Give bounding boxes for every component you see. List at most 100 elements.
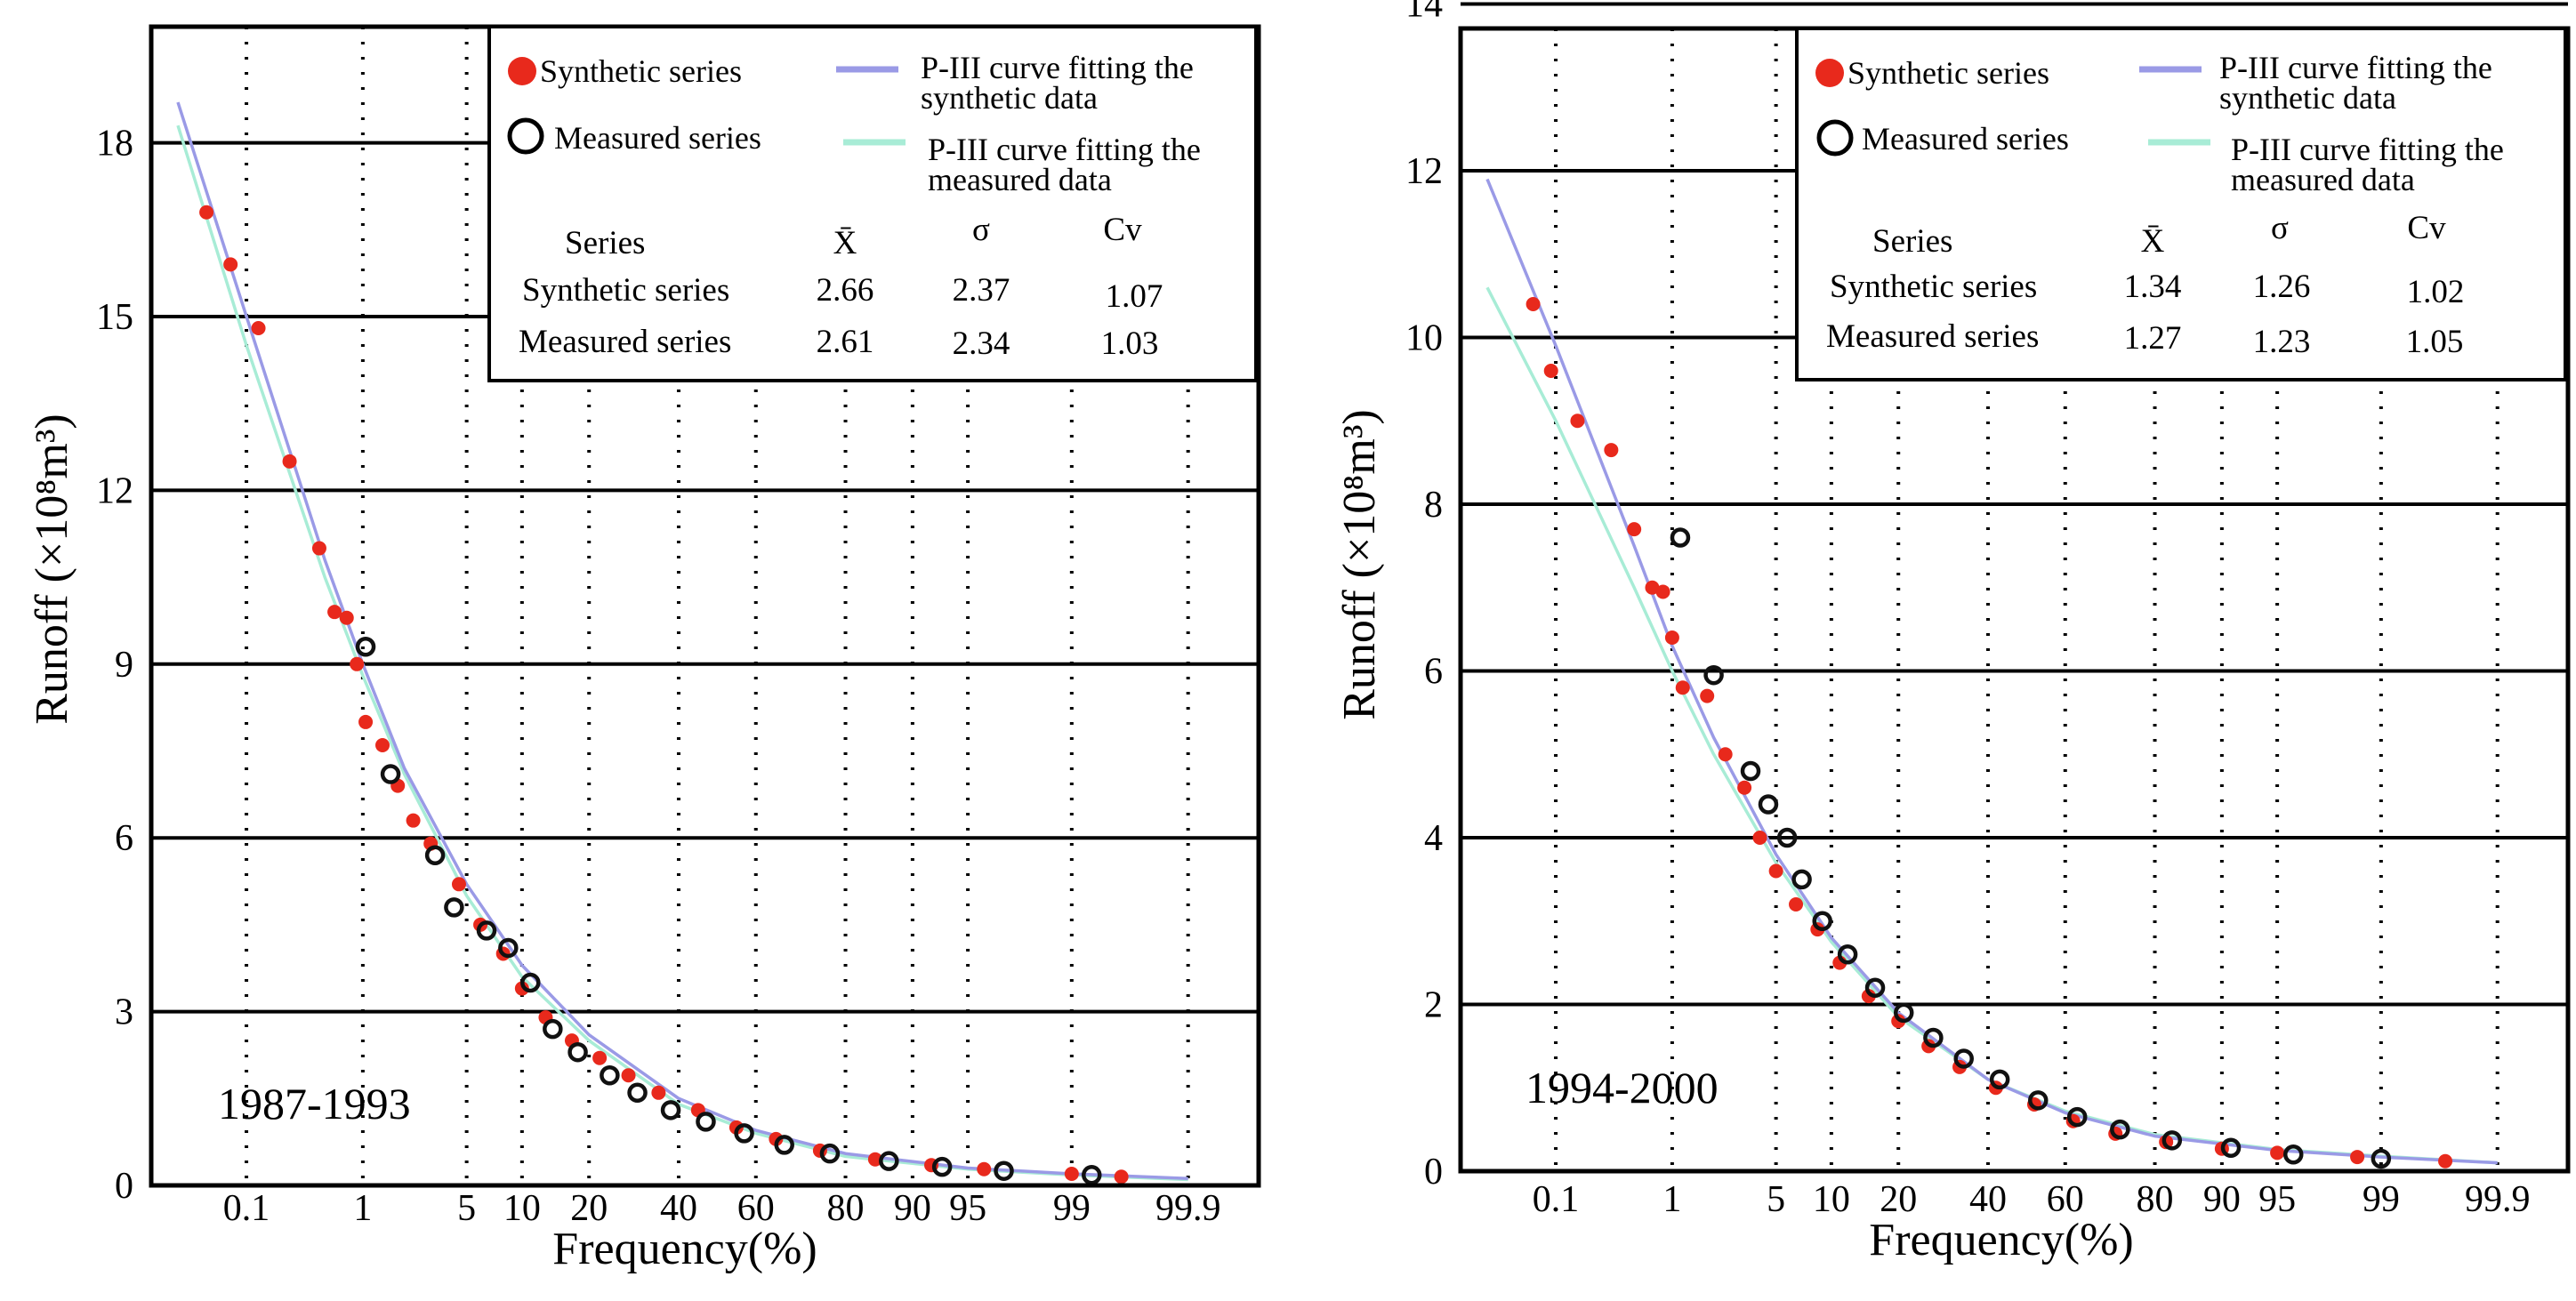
synthetic-point <box>223 257 238 272</box>
measured-point <box>660 1100 681 1120</box>
x-tick-label: 5 <box>1767 1179 1785 1220</box>
synthetic-point <box>251 321 266 336</box>
left-table-header-series: Series <box>565 225 645 261</box>
synthetic-point <box>1645 580 1660 595</box>
left-table-row1-name: Synthetic series <box>522 272 729 309</box>
measured-point <box>1923 1027 1944 1048</box>
synthetic-point <box>1861 989 1876 1004</box>
synthetic-point <box>451 877 466 892</box>
synthetic-fit-curve <box>1485 178 2498 1165</box>
left-legend-measured-marker <box>507 117 544 155</box>
right-table-header-mean: X̄ <box>2141 223 2165 260</box>
x-tick-label: 60 <box>737 1188 775 1229</box>
y-tick-label: 4 <box>1424 818 1443 859</box>
measured-point <box>2066 1106 2088 1128</box>
measured-point <box>568 1041 588 1063</box>
left-table-row2-cv: 1.03 <box>1101 325 1159 362</box>
left-legend-synthetic-fit-label-1: P-III curve fitting the <box>921 50 1194 85</box>
synthetic-point <box>769 1131 784 1146</box>
measured-point <box>520 972 541 993</box>
synthetic-point <box>514 981 529 996</box>
x-tick-label: 20 <box>570 1188 608 1229</box>
synthetic-point <box>406 813 421 828</box>
left-table-header-sd: σ <box>972 212 990 248</box>
left-data-points <box>199 205 1129 1185</box>
right-legend: Synthetic series Measured series P-III c… <box>1795 27 2567 381</box>
x-tick-label: 80 <box>2137 1179 2174 1220</box>
measured-point <box>1864 977 1886 998</box>
right-data-points <box>1525 297 2453 1169</box>
left-period-label: 1987-1993 <box>218 1079 411 1128</box>
synthetic-point <box>1768 863 1783 879</box>
measured-point <box>424 845 446 865</box>
y-tick-label: 12 <box>1405 151 1443 192</box>
measured-point <box>696 1112 716 1132</box>
left-legend-synthetic-marker <box>508 57 536 85</box>
right-table-header-series: Series <box>1872 223 1952 260</box>
synthetic-point <box>350 656 365 671</box>
left-legend-measured-fit-label-1: P-III curve fitting the <box>928 132 1201 167</box>
y-tick-label: 6 <box>1424 652 1443 693</box>
measured-point <box>2110 1119 2130 1140</box>
right-x-axis-title: Frequency(%) <box>1869 1215 2133 1265</box>
x-tick-label: 60 <box>2047 1179 2084 1220</box>
measured-point <box>1791 869 1812 890</box>
y-tick-label: 10 <box>1405 318 1443 359</box>
synthetic-point <box>199 205 214 220</box>
right-fit-curves <box>1485 178 2498 1165</box>
measured-point <box>819 1143 841 1164</box>
left-table-header-cv: Cv <box>1103 212 1142 248</box>
measured-point <box>380 764 401 784</box>
measured-point <box>1740 760 1761 782</box>
right-y-axis-title: Runoff (×10⁸m³) <box>1334 409 1385 720</box>
synthetic-point <box>1737 780 1752 795</box>
synthetic-point <box>1789 897 1804 912</box>
x-tick-label: 20 <box>1880 1179 1917 1220</box>
right-legend-measured-label: Measured series <box>1862 121 2069 157</box>
synthetic-point <box>1627 522 1642 537</box>
measured-fit-curve <box>1485 286 2498 1165</box>
right-x-tick-labels: 0.1 1 5 10 20 40 60 80 90 95 99 99.9 <box>1533 1179 2531 1220</box>
measured-point <box>543 1018 563 1040</box>
right-legend-synthetic-marker <box>1815 59 1844 87</box>
right-table-row2-cv: 1.05 <box>2406 324 2464 360</box>
y-tick-label: 0 <box>1424 1152 1443 1193</box>
synthetic-point <box>339 610 354 625</box>
left-y-tick-labels: 0 3 6 9 12 15 18 <box>96 124 133 1207</box>
right-period-label: 1994-2000 <box>1525 1063 1719 1112</box>
measured-point <box>627 1082 648 1104</box>
left-legend-box <box>487 25 1258 382</box>
y-tick-label: 9 <box>115 645 133 686</box>
measured-point <box>355 637 376 657</box>
measured-point <box>2161 1130 2183 1151</box>
measured-point <box>2220 1137 2242 1158</box>
x-tick-label: 99 <box>1053 1188 1091 1229</box>
measured-point <box>1670 527 1691 548</box>
measured-point <box>498 937 519 959</box>
left-fit-curves <box>176 101 1188 1182</box>
left-table-row2-mean: 2.61 <box>817 324 874 360</box>
x-tick-label: 90 <box>2203 1179 2241 1220</box>
right-legend-synthetic-fit-label-1: P-III curve fitting the <box>2219 50 2492 85</box>
right-legend-synthetic-fit-label-2: synthetic data <box>2219 80 2396 116</box>
y-tick-label: 3 <box>115 992 133 1033</box>
x-tick-label: 10 <box>1813 1179 1850 1220</box>
left-x-tick-labels: 0.1 1 5 10 20 40 60 80 90 95 99 99.9 <box>223 1188 1221 1229</box>
x-tick-label: 99.9 <box>1155 1188 1221 1229</box>
left-y-axis-title: Runoff (×10⁸m³) <box>27 414 77 725</box>
synthetic-point <box>1718 747 1733 762</box>
y-tick-label: 18 <box>96 124 133 165</box>
measured-point <box>774 1135 794 1155</box>
right-chart-panel: 0 2 4 6 8 10 12 14 0.1 1 5 10 20 40 60 80 90 95 99 99.9 Fr… <box>1334 0 2571 1265</box>
y-tick-label: 2 <box>1424 985 1443 1026</box>
synthetic-point <box>1064 1166 1079 1181</box>
left-x-axis-title: Frequency(%) <box>552 1224 817 1274</box>
synthetic-point <box>327 605 342 620</box>
right-table-header-cv: Cv <box>2407 210 2446 246</box>
synthetic-point <box>1604 443 1619 458</box>
right-legend-synthetic-label: Synthetic series <box>1847 55 2049 91</box>
left-table-row1-sd: 2.37 <box>953 272 1010 309</box>
x-tick-label: 99 <box>2363 1179 2400 1220</box>
synthetic-point <box>358 714 374 729</box>
